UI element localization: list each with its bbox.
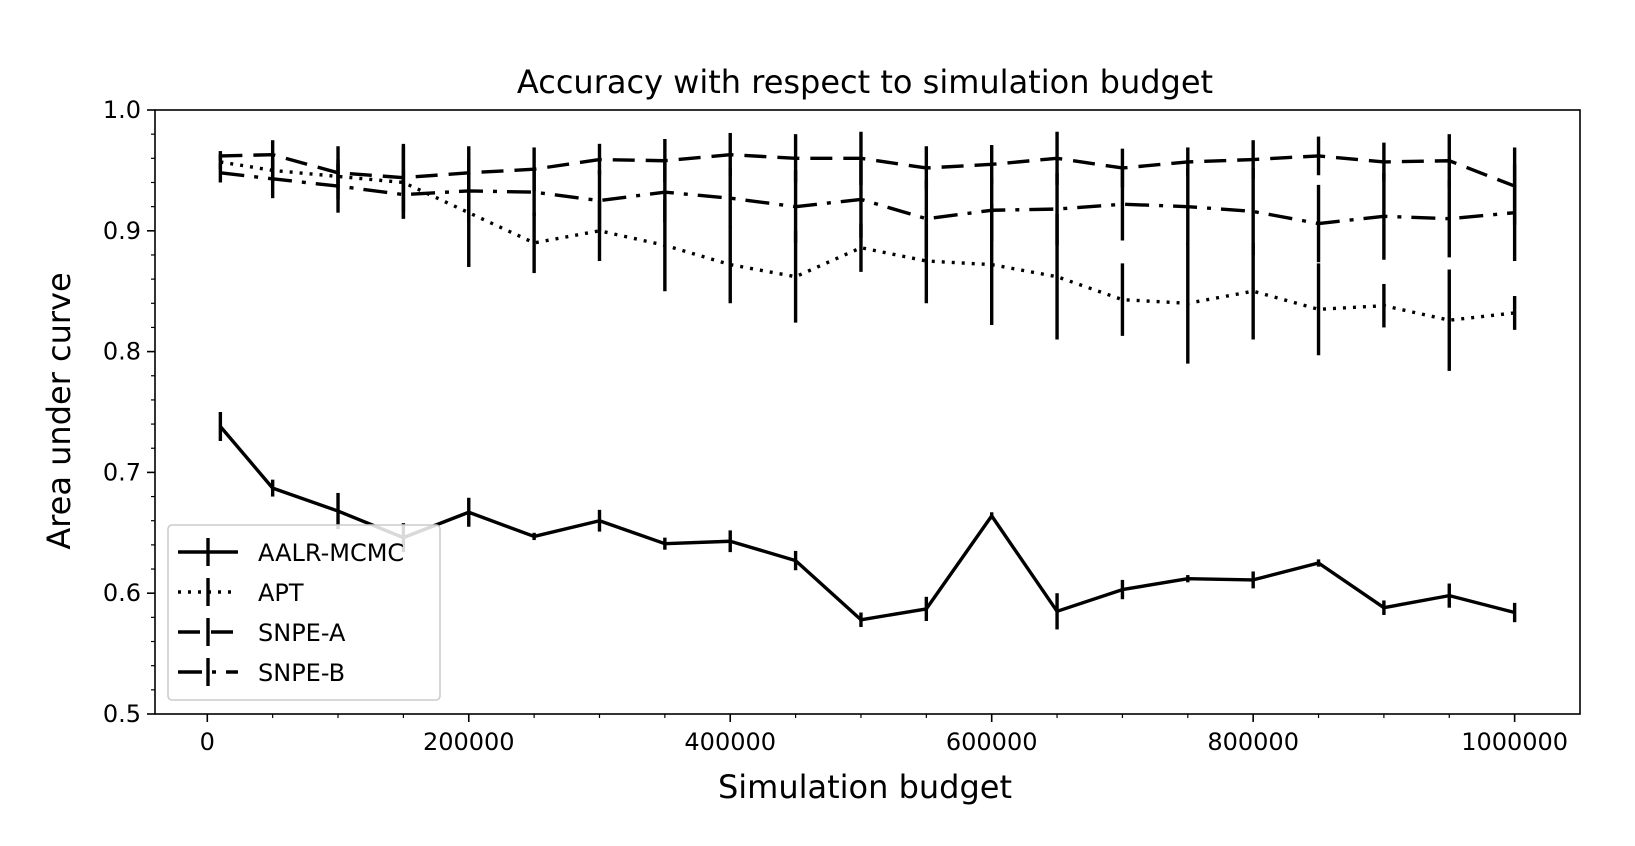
y-tick-label: 0.7 [103,458,141,486]
legend-item: APT [178,578,304,607]
legend-box [167,524,441,701]
axes: 0 200000 400000 600000 800000 1000000 0.5 0.6 0.… [103,96,1581,756]
y-tick-label: 0.8 [103,338,141,366]
legend-item: AALR-MCMC [178,538,404,567]
y-tick-label: 0.6 [103,579,141,607]
legend: AALR-MCMC APT SNPE-A SNPE-B [167,524,441,701]
y-axis-label: Area under curve [40,272,78,549]
axes-frame [154,109,1581,715]
y-tick-label: 0.5 [103,700,141,728]
legend-label: AALR-MCMC [258,539,404,567]
series-snpe-b [218,159,1517,263]
x-tick-label: 600000 [946,728,1038,756]
x-tick-label: 1000000 [1461,728,1568,756]
legend-label: SNPE-B [258,659,345,687]
y-tick-label: 1.0 [103,96,141,124]
x-tick-label: 200000 [423,728,515,756]
x-tick-label: 400000 [684,728,776,756]
y-tick-label: 0.9 [103,217,141,245]
series-line [220,160,1515,322]
chart-title: Accuracy with respect to simulation budg… [517,63,1213,101]
plot-area [218,131,1517,630]
legend-label: SNPE-A [258,619,346,647]
x-tick-label: 0 [200,728,215,756]
x-axis-label: Simulation budget [718,768,1012,806]
x-tick-label: 800000 [1207,728,1299,756]
legend-item: SNPE-A [178,618,346,647]
legend-item: SNPE-B [178,658,345,687]
legend-label: APT [258,579,304,607]
